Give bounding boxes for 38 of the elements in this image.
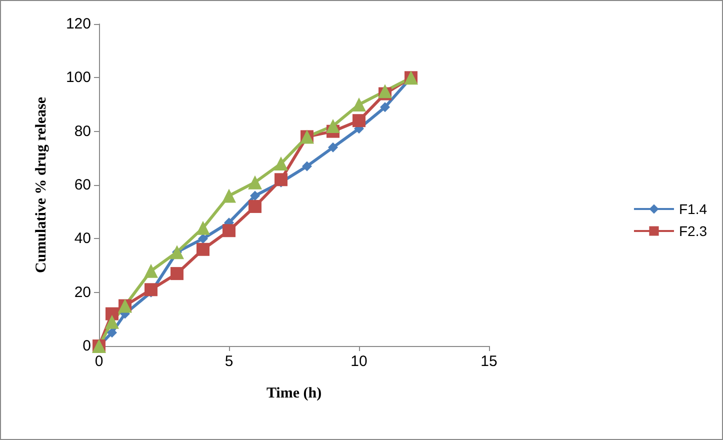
y-tick-label: 0 — [82, 338, 91, 354]
point — [248, 200, 262, 213]
point — [248, 175, 262, 190]
y-tick-label: 120 — [66, 16, 91, 32]
point — [326, 118, 340, 133]
y-tick-label: 40 — [74, 230, 91, 248]
x-tick-label: 15 — [480, 353, 498, 370]
point — [250, 190, 260, 201]
point — [328, 142, 338, 152]
x-axis-title: Time (h) — [266, 386, 322, 402]
y-axis-title: Cumulative % drug release — [34, 96, 50, 273]
point — [196, 220, 210, 235]
point — [274, 173, 288, 186]
point — [222, 188, 236, 203]
x-tick-label: 10 — [350, 353, 368, 370]
legend-label: F2.3 — [678, 223, 708, 239]
point — [107, 328, 117, 338]
point — [380, 102, 390, 112]
legend-label: F1.4 — [678, 201, 708, 217]
point — [196, 242, 210, 256]
point — [144, 264, 158, 278]
point — [222, 224, 236, 238]
y-tick-label: 20 — [74, 284, 91, 301]
point — [198, 234, 208, 244]
point — [352, 98, 366, 112]
y-tick-label: 60 — [74, 176, 91, 194]
point — [302, 161, 312, 172]
point — [274, 156, 288, 171]
point — [378, 84, 392, 98]
point — [352, 114, 366, 128]
point — [144, 283, 158, 296]
point — [105, 314, 119, 329]
x-tick-label: 0 — [94, 353, 104, 370]
x-tick-label: 5 — [224, 353, 234, 370]
y-tick-label: 80 — [74, 122, 91, 140]
point — [170, 267, 184, 280]
y-tick-label: 100 — [66, 69, 91, 86]
point — [106, 307, 118, 320]
